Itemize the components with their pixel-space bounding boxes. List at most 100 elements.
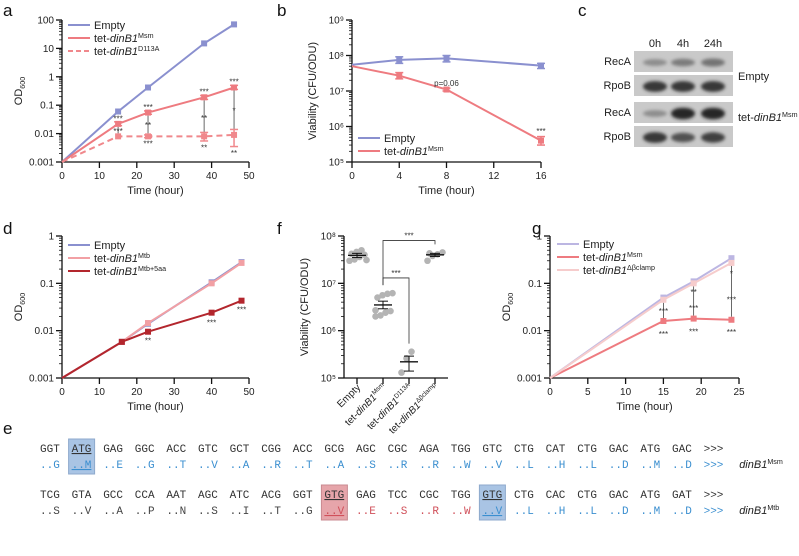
series-2 [351, 65, 545, 146]
data-point [379, 291, 386, 299]
codon: CTG [514, 444, 534, 456]
significance-annotation: *** [404, 232, 413, 241]
amino-acid: ..D [672, 506, 692, 518]
significance-annotation: *** [659, 307, 668, 316]
data-point [145, 328, 152, 335]
legend-label: tet-dinB1Δβclamp [583, 264, 655, 277]
data-point [382, 309, 389, 316]
y-tick-label: 100 [37, 16, 54, 27]
label-italic: dinB1 [739, 505, 767, 517]
amino-acid: ..R [419, 506, 439, 518]
significance-annotation: *** [143, 139, 152, 148]
data-point [728, 255, 735, 262]
codon: GTA [72, 490, 92, 502]
label-superscript: Mtb [767, 504, 779, 512]
significance-annotation: *** [229, 78, 238, 87]
significance-annotation: ** [201, 114, 207, 123]
amino-acid: ..M [640, 460, 660, 472]
codon: AGC [356, 444, 376, 456]
y-axis-title-text: Viability (CFU/ODU) [299, 258, 311, 356]
y-tick-label: 0.1 [528, 279, 542, 290]
y-tick-label: 10⁶ [321, 326, 336, 337]
x-tick-label: 0 [59, 171, 65, 182]
protein-label: RecA [604, 56, 632, 68]
amino-acid: ..L [577, 506, 597, 518]
x-axis-title: Time (hour) [616, 401, 672, 413]
codon: GAC [609, 444, 629, 456]
codon: GAG [356, 490, 376, 502]
data-point [208, 309, 215, 316]
y-tick-label: 10⁸ [329, 51, 344, 62]
amino-acid: ..M [640, 506, 660, 518]
amino-acid: ..H [546, 506, 566, 518]
codon: ATG [640, 444, 660, 456]
label-superscript: Msm [782, 111, 798, 119]
label-superscript: Δβclamp [415, 381, 438, 404]
amino-acid: ..L [514, 506, 534, 518]
y-tick-label: 10⁸ [321, 232, 336, 243]
amino-acid: ..V [198, 460, 218, 472]
data-point [208, 280, 215, 287]
label-italic: dinB1 [110, 253, 138, 265]
codon: GCC [103, 490, 123, 502]
x-tick-label: 40 [206, 387, 218, 398]
amino-acid: ..A [324, 460, 344, 472]
protein-label: RecA [604, 107, 632, 119]
x-tick-label: 16 [535, 171, 547, 182]
amino-acid: ..W [451, 460, 471, 472]
protein-band [671, 132, 695, 143]
label-text: tet- [384, 146, 400, 158]
amino-acid: ..T [166, 460, 186, 472]
amino-acid: >>> [704, 506, 724, 518]
series-2 [61, 84, 239, 163]
label-text: Empty [94, 20, 126, 32]
codon: CTG [514, 490, 534, 502]
codon: TCG [40, 490, 60, 502]
data-point [728, 259, 735, 266]
codon: GAT [672, 490, 692, 502]
protein-band [701, 81, 725, 92]
amino-acid: ..L [577, 460, 597, 472]
significance-annotation: ** [201, 143, 207, 152]
amino-acid: ..P [135, 506, 155, 518]
label-italic: dinB1 [400, 146, 428, 158]
data-point [238, 259, 245, 266]
amino-acid: ..D [609, 460, 629, 472]
x-tick-label: 30 [169, 171, 181, 182]
protein-band [671, 58, 695, 67]
legend-label: Empty [384, 133, 416, 145]
sequence-row-1: GGT ..G ATG ..M GAG ..E GGC ..G ACC ..T GTC ..V GCT.… [40, 438, 783, 475]
data-point [118, 338, 125, 345]
codon: GGT [40, 444, 60, 456]
data-point [374, 294, 381, 301]
series-line [549, 317, 732, 379]
x-tick-label: 10 [620, 387, 632, 398]
label-text: tet- [94, 253, 110, 265]
y-tick-label: 0.001 [29, 158, 54, 169]
codon-highlight [478, 484, 506, 521]
legend-label: tet-dinB1Mtb+5aa [94, 265, 166, 278]
data-point [363, 256, 370, 264]
amino-acid: ..W [451, 506, 471, 518]
amino-acid: ..V [324, 506, 344, 518]
y-axis-title-subscript: 600 [19, 293, 27, 305]
label-italic: dinB1 [110, 266, 138, 278]
codon: AAT [166, 490, 186, 502]
series-2 [549, 315, 735, 379]
x-tick-label: 15 [658, 387, 670, 398]
codon: GCT [230, 444, 250, 456]
codon: TCC [388, 490, 408, 502]
y-tick-label: 10⁶ [329, 122, 344, 133]
data-point [145, 320, 152, 327]
y-tick-label: 1 [48, 72, 54, 83]
label-superscript: Mtb+5aa [138, 265, 166, 273]
y-tick-label: 10 [43, 44, 55, 55]
codon: CTG [577, 444, 597, 456]
panel-label-b: b [277, 1, 286, 20]
label-text: Empty [384, 133, 416, 145]
label-text: Empty [738, 71, 770, 83]
protein-band [643, 110, 667, 117]
y-axis-title: Viability (CFU/ODU) [307, 42, 319, 140]
label-italic: dinB1 [110, 46, 138, 58]
